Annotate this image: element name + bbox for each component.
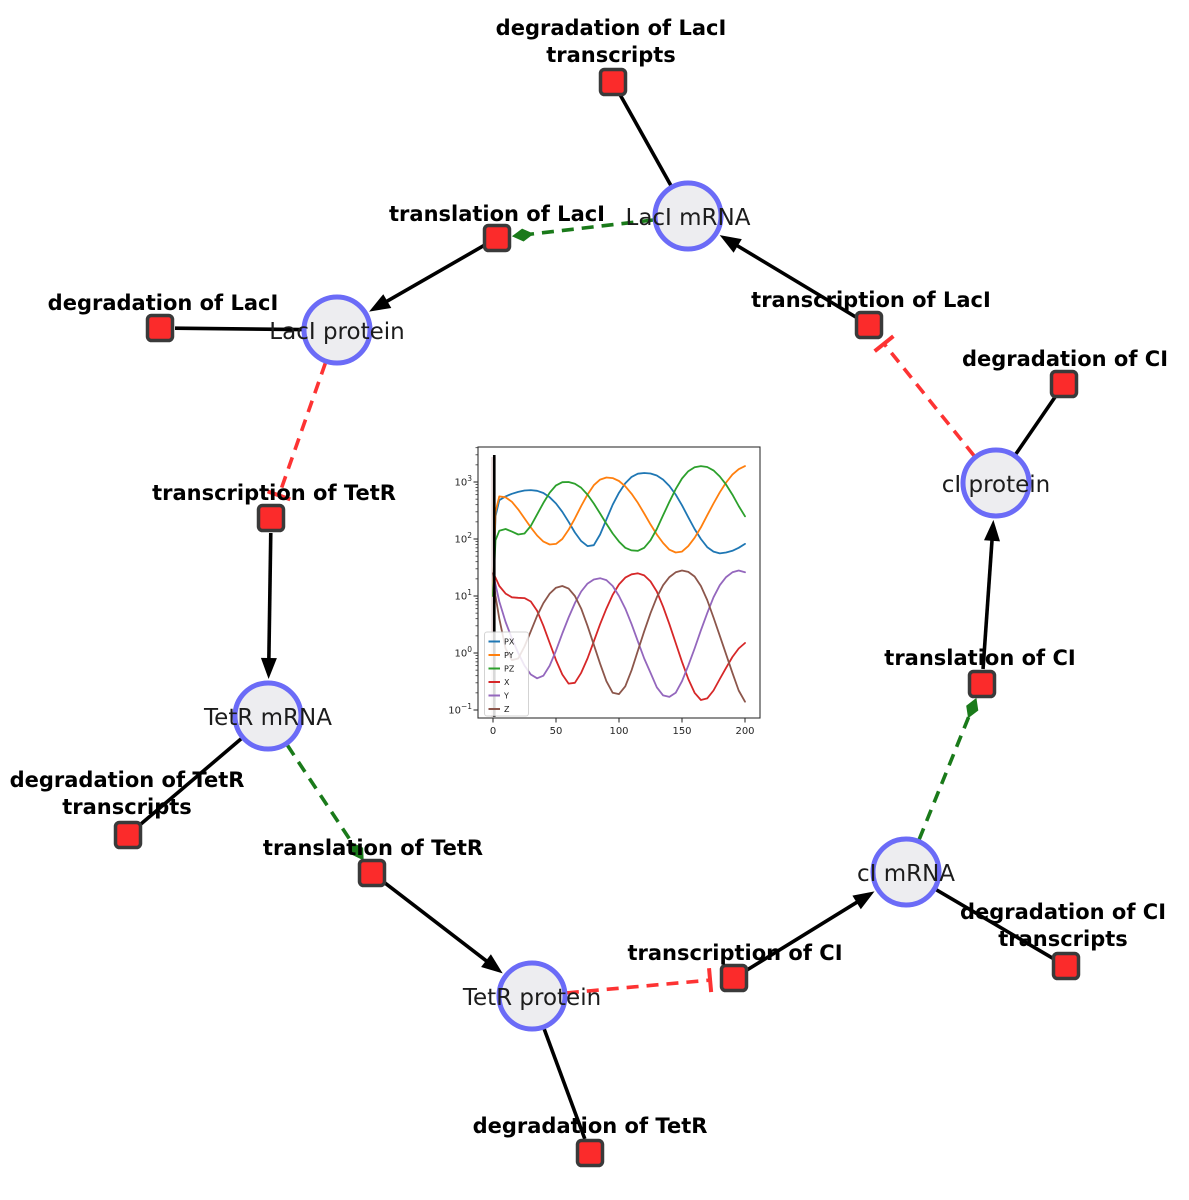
labels-layer: LacI mRNA LacI protein TetR mRNA TetR prote… bbox=[10, 16, 1168, 1138]
chart-series-group bbox=[492, 465, 746, 703]
edge-ci_protein-transcr_laci-tbar bbox=[873, 334, 895, 353]
reaction-node-deg_ci_tr bbox=[1051, 951, 1081, 981]
legend-label-PZ: PZ bbox=[504, 664, 515, 673]
x-axis-tick-label: 50 bbox=[550, 726, 563, 737]
edge-tetr_mrna-deg_tetr_tr bbox=[138, 737, 243, 827]
reaction-label-transcr_tetr: transcription of TetR bbox=[152, 481, 396, 505]
edge-ci_mrna-deg_ci_tr bbox=[935, 888, 1054, 960]
reaction-node-deg_laci_tr bbox=[598, 67, 628, 97]
reaction-node-deg_tetr_tr bbox=[113, 820, 143, 850]
species-label-tetr_mrna: TetR mRNA bbox=[203, 705, 332, 731]
species-label-laci_protein: LacI protein bbox=[269, 319, 404, 345]
x-axis-tick-label: 200 bbox=[735, 726, 754, 737]
x-axis-tick-label: 100 bbox=[609, 726, 628, 737]
reaction-node-deg_ci bbox=[1049, 369, 1079, 399]
reaction-node-transcr_laci bbox=[854, 310, 884, 340]
legend-label-Y: Y bbox=[503, 691, 509, 700]
reaction-node-transl_ci bbox=[967, 669, 997, 699]
reaction-label-transl_tetr: translation of TetR bbox=[263, 836, 483, 860]
edge-tetr_mrna-transl_tetr-diamond bbox=[351, 842, 364, 861]
edges-layer bbox=[138, 94, 1057, 1140]
edge-transcr_tetr-tetr_mrna-arrowhead bbox=[260, 657, 277, 679]
edge-laci_mrna-transl_laci-diamond bbox=[511, 228, 534, 242]
reaction-label-transl_laci: translation of LacI bbox=[389, 202, 605, 226]
edge-tetr_protein-deg_tetr bbox=[542, 1028, 587, 1140]
x-axis-tick-label: 0 bbox=[490, 726, 496, 737]
species-label-ci_protein: cI protein bbox=[942, 472, 1051, 498]
edge-transl_laci-laci_protein bbox=[382, 243, 485, 305]
legend-label-PX: PX bbox=[504, 637, 515, 646]
x-axis-tick-label: 150 bbox=[672, 726, 691, 737]
species-label-laci_mrna: LacI mRNA bbox=[626, 205, 751, 231]
reaction-label-deg_tetr_tr: degradation of TetR transcripts bbox=[10, 768, 245, 819]
reaction-node-transcr_tetr bbox=[256, 503, 286, 533]
edge-laci_protein-transcr_tetr-tbar bbox=[266, 489, 291, 502]
edge-transl_ci-ci_protein bbox=[981, 536, 995, 670]
edge-transcr_ci-ci_mrna-arrowhead bbox=[852, 891, 875, 910]
edge-laci_protein-transcr_tetr bbox=[277, 362, 328, 496]
edge-transcr_tetr-tetr_mrna bbox=[267, 532, 273, 663]
reaction-label-deg_laci_tr: degradation of LacI transcripts bbox=[496, 16, 727, 67]
reaction-label-transcr_laci: transcription of LacI bbox=[751, 288, 991, 312]
edge-laci_protein-deg_laci bbox=[174, 326, 303, 332]
edge-ci_mrna-transl_ci bbox=[917, 714, 971, 841]
edge-laci_mrna-deg_laci_tr bbox=[618, 94, 673, 187]
legend-label-PY: PY bbox=[504, 651, 514, 660]
edge-tetr_protein-transcr_ci bbox=[566, 978, 711, 995]
reaction-label-transl_ci: translation of CI bbox=[884, 646, 1075, 670]
reaction-node-transl_laci bbox=[482, 223, 512, 253]
reaction-node-deg_laci bbox=[145, 313, 175, 343]
edge-ci_mrna-transl_ci-diamond bbox=[966, 697, 979, 719]
edge-transl_tetr-tetr_protein bbox=[382, 880, 491, 965]
chart-series-Y bbox=[492, 569, 746, 698]
species-label-tetr_protein: TetR protein bbox=[462, 985, 601, 1011]
edge-transl_laci-laci_protein-arrowhead bbox=[369, 294, 392, 312]
chart-series-PX bbox=[492, 472, 746, 597]
chart-legend: PX PY PZ XYZ bbox=[484, 631, 529, 717]
edge-transcr_ci-ci_mrna bbox=[745, 898, 861, 972]
reaction-label-deg_tetr: degradation of TetR bbox=[473, 1114, 708, 1138]
edge-transcr_laci-laci_mrna-arrowhead bbox=[719, 235, 742, 253]
species-node-tetr_mrna bbox=[232, 680, 304, 752]
chart-series-Z bbox=[492, 569, 746, 703]
edge-tetr_mrna-transl_tetr bbox=[285, 744, 355, 846]
reaction-node-deg_tetr bbox=[575, 1138, 605, 1168]
edge-transl_ci-ci_protein-arrowhead bbox=[984, 519, 1000, 542]
legend-label-X: X bbox=[504, 678, 510, 687]
edge-tetr_protein-transcr_ci-tbar bbox=[707, 968, 714, 993]
species-node-ci_protein bbox=[960, 447, 1032, 519]
reaction-label-deg_ci_tr: degradation of CI transcripts bbox=[960, 900, 1166, 951]
species-node-laci_protein bbox=[301, 294, 373, 366]
edge-ci_protein-deg_ci bbox=[1014, 395, 1057, 456]
edge-transl_tetr-tetr_protein-arrowhead bbox=[481, 954, 503, 974]
reaction-node-transcr_ci bbox=[719, 963, 749, 993]
nodes-layer bbox=[113, 67, 1081, 1168]
chart-series-PZ bbox=[492, 465, 746, 597]
edge-laci_mrna-transl_laci bbox=[530, 218, 654, 236]
reaction-label-deg_laci: degradation of LacI bbox=[48, 291, 279, 315]
species-node-laci_mrna bbox=[652, 180, 724, 252]
species-node-tetr_protein bbox=[496, 960, 568, 1032]
timecourse-chart: Time Value 05010015020010310210110010−1P… bbox=[420, 435, 778, 764]
species-label-ci_mrna: cI mRNA bbox=[857, 861, 955, 887]
chart-panel bbox=[420, 435, 778, 764]
reaction-label-transcr_ci: transcription of CI bbox=[627, 941, 842, 965]
reaction-label-deg_ci: degradation of CI bbox=[962, 347, 1168, 371]
legend-label-Z: Z bbox=[504, 705, 510, 714]
species-node-ci_mrna bbox=[870, 836, 942, 908]
edge-transcr_laci-laci_mrna bbox=[733, 242, 858, 319]
edge-ci_protein-transcr_laci bbox=[882, 342, 976, 457]
reaction-node-transl_tetr bbox=[357, 858, 387, 888]
